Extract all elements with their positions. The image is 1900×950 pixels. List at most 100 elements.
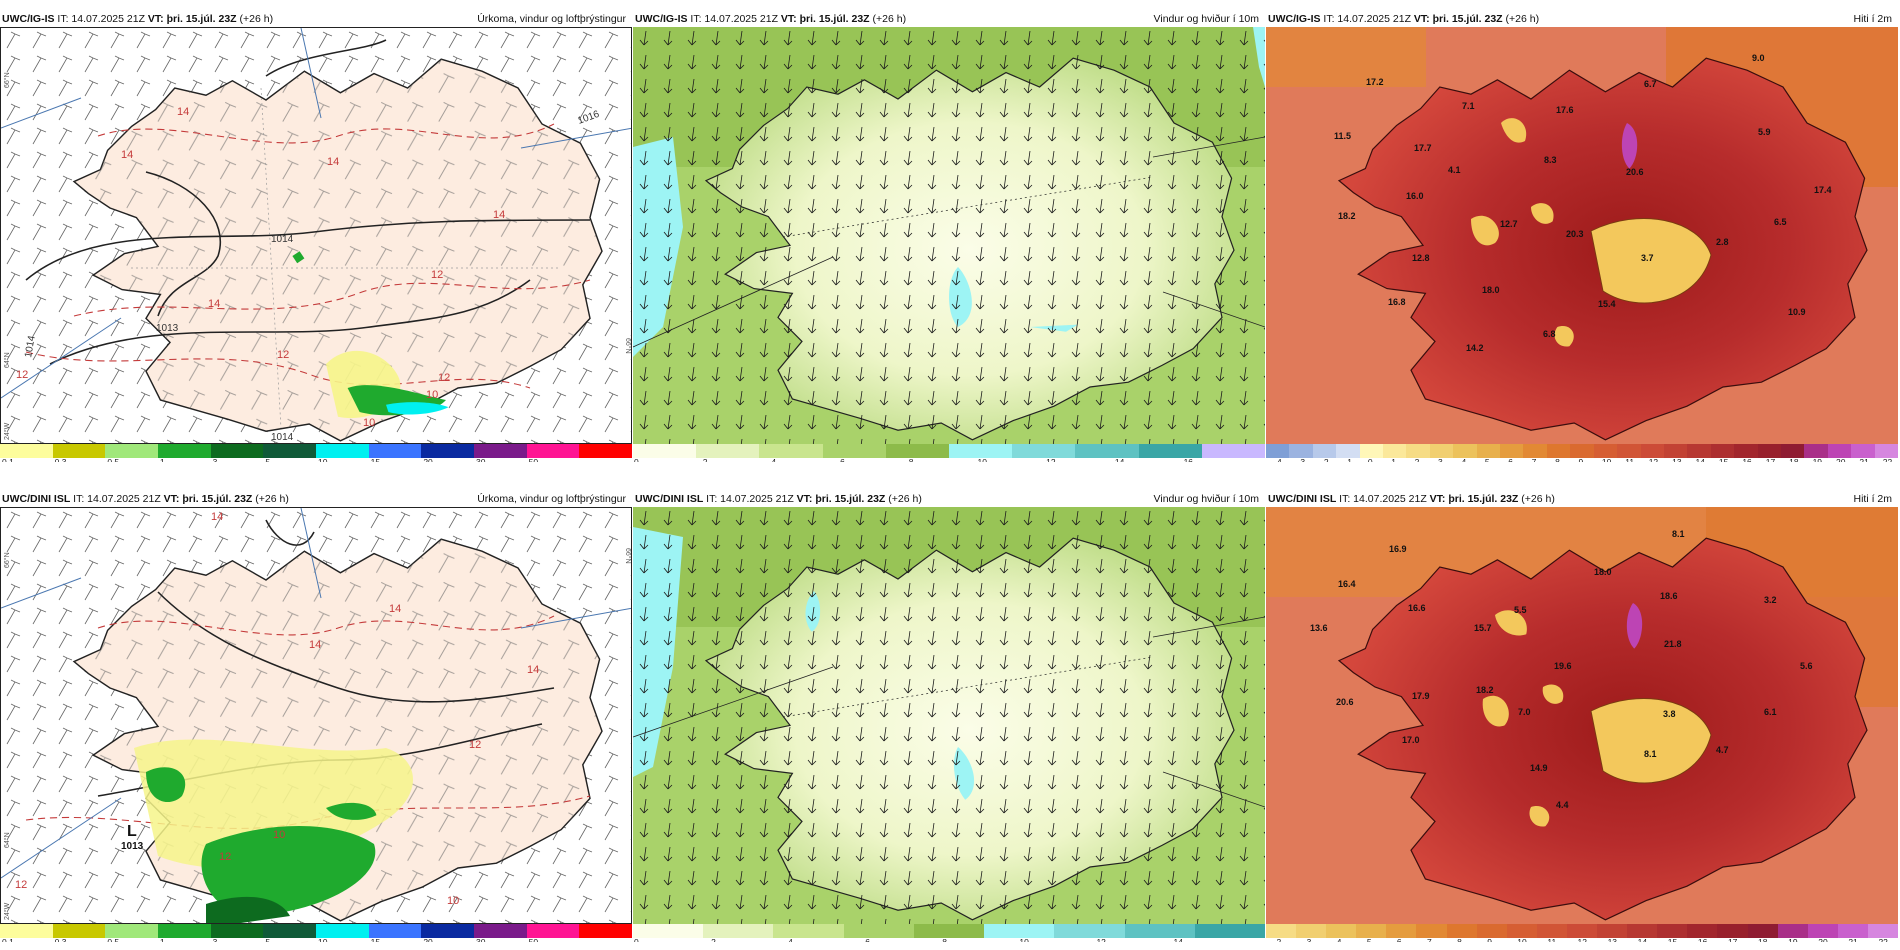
panel-header: UWC/DINI ISL IT: 14.07.2025 21Z VT: þri.… (633, 492, 1265, 518)
legend-tick-label: 17 (1765, 457, 1776, 462)
temp-contour (97, 123, 555, 144)
panel-temp-dini: UWC/DINI ISL IT: 14.07.2025 21Z VT: þri.… (1266, 492, 1898, 942)
legend-swatch (1500, 444, 1524, 458)
temp-label: 5.5 (1514, 605, 1527, 615)
legend-swatch (1807, 924, 1839, 938)
legend-swatch (885, 444, 950, 458)
legend-tick-label: 22 (1882, 457, 1893, 462)
precip-area-moderate (201, 826, 376, 916)
legend-tick-label: 0.3 (54, 937, 67, 942)
temp-contour (25, 351, 531, 389)
legend-swatch (1570, 444, 1595, 458)
legend-tick-label: 10 (1019, 937, 1029, 942)
legend-swatch (1429, 444, 1454, 458)
legend-tick-label: 12 (1648, 457, 1659, 462)
legend-swatch (1201, 444, 1265, 458)
legend-tick-label: 10 (318, 457, 328, 462)
legend-swatch (316, 924, 370, 938)
precip-legend: 0.1 0.3 0.5 1 3 5 10 15 20 30 50 (0, 924, 632, 942)
latitude-label: 66°N (624, 548, 632, 564)
legend-swatch (1804, 444, 1829, 458)
cool-highland (1542, 684, 1564, 704)
panel-header: UWC/IG-IS IT: 14.07.2025 21Z VT: þri. 15… (0, 12, 632, 38)
legend-swatch (1851, 444, 1876, 458)
temp-contour-label: 12 (431, 269, 443, 281)
temp-label: 6.5 (1774, 217, 1787, 227)
temp-label: 18.2 (1476, 685, 1494, 695)
legend-swatch (368, 924, 422, 938)
legend-tick-label: 21 (1859, 457, 1869, 462)
legend-swatch (633, 444, 697, 458)
valid-time: VT: þri. 15.júl. 23Z (793, 493, 886, 505)
wind-arrows (633, 27, 1265, 444)
legend-swatch (1289, 444, 1314, 458)
panel-title: Vindur og hviður í 10m (1153, 13, 1259, 25)
temp-label: 13.6 (1310, 623, 1328, 633)
legend-swatch (1734, 444, 1759, 458)
graticule (1162, 771, 1265, 808)
legend-tick-label: 15 (370, 937, 381, 942)
legend-tick-label: 12 (1046, 457, 1056, 462)
legend-tick-label: 50 (528, 937, 539, 942)
legend-swatch (1336, 444, 1361, 458)
graticule (300, 28, 322, 119)
legend-swatch (263, 924, 317, 938)
legend-swatch (0, 924, 54, 938)
temp-contour-label: 14 (327, 156, 339, 168)
legend-tick-label: 4 (788, 937, 793, 942)
temp-label: 15.7 (1474, 623, 1492, 633)
panel-precip-dini: UWC/DINI ISL IT: 14.07.2025 21Z VT: þri.… (0, 492, 632, 942)
cool-highland (1471, 215, 1499, 246)
legend-swatch (1453, 444, 1478, 458)
legend-swatch (1386, 924, 1417, 938)
legend-swatch (526, 444, 580, 458)
legend-swatch (1416, 924, 1448, 938)
temp-label: 10.9 (1788, 307, 1806, 317)
legend-swatch (1194, 924, 1265, 938)
temp-label: 17.2 (1366, 77, 1384, 87)
legend-tick-label: 19 (1812, 457, 1823, 462)
temp-contour-label: 12 (438, 372, 450, 384)
latitude-label: 66°N (3, 552, 11, 568)
legend-tick-label: 20 (1818, 937, 1828, 942)
legend-tick-label: 9 (1487, 937, 1492, 942)
valid-time: VT: þri. 15.júl. 23Z (144, 13, 237, 25)
legend-swatch (1617, 444, 1642, 458)
temp-label: 4.4 (1556, 800, 1569, 810)
legend-swatch (1326, 924, 1357, 938)
temp-contour-label: 14 (208, 298, 220, 310)
graticule (1, 577, 82, 609)
temp-label: 8.1 (1672, 529, 1685, 539)
legend-tick-label: 9 (1578, 457, 1584, 462)
panel-title: Úrkoma, vindur og loftþrýstingur (477, 13, 626, 25)
panel-header: UWC/IG-IS IT: 14.07.2025 21Z VT: þri. 15… (633, 12, 1265, 38)
legend-swatch (1138, 444, 1203, 458)
valid-time: VT: þri. 15.júl. 23Z (1426, 493, 1519, 505)
temp-contour-label: 10 (363, 417, 375, 429)
legend-swatch (52, 444, 106, 458)
legend-swatch (421, 924, 475, 938)
panel-title: Vindur og hviður í 10m (1153, 493, 1259, 505)
legend-tick-label: 4 (771, 457, 777, 462)
wind-legend: 0 2 4 6 8 10 12 14 (633, 924, 1265, 942)
legend-swatch (1867, 924, 1898, 938)
legend-tick-label: 19 (1788, 937, 1798, 942)
temp-contour-label: 12 (469, 739, 481, 751)
legend-swatch (949, 444, 1013, 458)
legend-swatch (1054, 924, 1126, 938)
temp-label: 20.6 (1626, 167, 1644, 177)
cool-highland (1554, 326, 1574, 347)
latitude-label: 64°N (3, 832, 11, 848)
temperature-map: 16.9 16.4 13.6 16.6 20.6 17.9 17.0 15.7 … (1266, 507, 1898, 924)
legend-tick-label: 10 (1601, 457, 1612, 462)
temp-label: 4.7 (1716, 745, 1729, 755)
graticule (633, 256, 834, 348)
legend-tick-label: 20 (423, 937, 433, 942)
longitude-label: 24°W (3, 422, 11, 440)
legend-swatch (105, 924, 159, 938)
legend-swatch (474, 444, 528, 458)
legend-swatch (913, 924, 985, 938)
legend-swatch (1640, 444, 1665, 458)
legend-tick-label: 11 (1625, 457, 1635, 462)
legend-swatch (696, 444, 760, 458)
